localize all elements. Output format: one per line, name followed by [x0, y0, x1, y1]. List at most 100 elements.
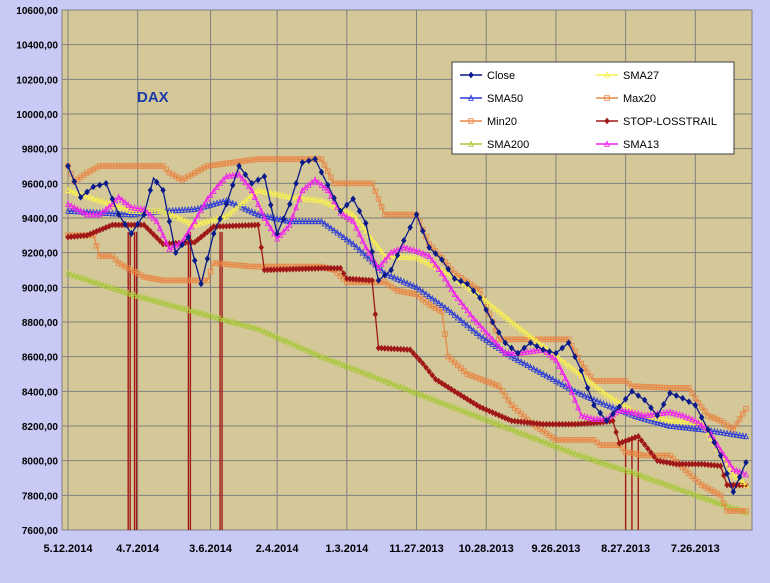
- y-tick-label: 8400,00: [22, 387, 59, 398]
- data-point: [514, 356, 521, 363]
- data-point: [622, 407, 629, 414]
- data-point: [419, 288, 426, 295]
- data-point: [401, 237, 407, 244]
- data-point: [277, 231, 284, 239]
- x-tick-label: 5.12.2014: [44, 543, 94, 555]
- data-point: [594, 457, 601, 464]
- data-point: [90, 194, 97, 202]
- data-point: [610, 394, 616, 402]
- data-point: [495, 420, 502, 428]
- data-point: [575, 437, 581, 443]
- data-point: [84, 275, 90, 283]
- data-point: [571, 387, 578, 395]
- data-point: [546, 348, 553, 355]
- data-point: [413, 353, 420, 361]
- data-point: [337, 360, 344, 367]
- x-axis: 5.12.2014 4.7.2014 3.6.2014 2.4.2014 1.3.201…: [44, 543, 720, 555]
- y-tick-label: 9600,00: [22, 179, 59, 190]
- data-point: [236, 262, 242, 269]
- data-point: [350, 365, 357, 372]
- data-point: [141, 211, 147, 218]
- data-point: [518, 411, 524, 417]
- data-point: [68, 171, 74, 177]
- data-point: [90, 210, 97, 218]
- data-point: [714, 498, 721, 506]
- data-point: [537, 340, 543, 347]
- data-point: [451, 403, 458, 411]
- data-point: [645, 452, 651, 459]
- data-point: [511, 354, 518, 362]
- data-point: [372, 373, 379, 380]
- data-point: [207, 216, 214, 224]
- data-point: [480, 414, 486, 422]
- data-point: [153, 297, 160, 304]
- data-point: [600, 442, 607, 448]
- data-point: [435, 377, 442, 385]
- data-point: [724, 508, 730, 514]
- data-point: [315, 351, 322, 358]
- data-point: [445, 280, 452, 287]
- data-point: [470, 411, 477, 418]
- data-point: [340, 361, 347, 368]
- data-point: [299, 217, 306, 225]
- data-point: [407, 386, 414, 394]
- data-point: [347, 363, 353, 371]
- data-point: [359, 249, 366, 256]
- data-point: [204, 163, 211, 169]
- data-point: [172, 277, 179, 284]
- legend-entry: SMA13: [596, 139, 659, 151]
- data-point: [172, 173, 179, 180]
- data-point: [299, 159, 306, 166]
- data-point: [122, 163, 128, 169]
- data-point: [188, 171, 195, 178]
- data-point: [740, 411, 746, 417]
- data-point: [679, 411, 686, 419]
- data-point: [321, 219, 328, 227]
- data-point: [331, 194, 337, 202]
- data-point: [201, 164, 207, 171]
- data-point: [660, 452, 667, 459]
- data-point: [347, 209, 353, 216]
- data-point: [455, 389, 461, 397]
- data-point: [632, 408, 639, 415]
- data-point: [153, 217, 160, 225]
- data-point: [476, 332, 483, 339]
- data-point: [603, 391, 610, 398]
- data-point: [220, 213, 227, 220]
- data-point: [597, 398, 604, 406]
- data-point: [242, 171, 249, 179]
- data-point: [252, 209, 258, 216]
- data-point: [660, 400, 667, 408]
- data-point: [686, 385, 692, 391]
- data-point: [122, 210, 128, 217]
- legend-label: Min20: [487, 116, 517, 128]
- series-sma200: [65, 269, 749, 516]
- data-point: [305, 347, 312, 354]
- data-point: [483, 378, 489, 385]
- data-point: [226, 317, 233, 324]
- data-point: [606, 392, 613, 400]
- data-point: [280, 215, 287, 223]
- data-point: [366, 180, 372, 187]
- data-point: [562, 437, 569, 443]
- data-point: [277, 334, 284, 342]
- data-point: [451, 290, 458, 297]
- data-point: [356, 246, 363, 253]
- data-point: [229, 171, 236, 179]
- data-point: [236, 162, 242, 170]
- data-point: [492, 342, 499, 349]
- data-point: [527, 363, 534, 370]
- data-point: [378, 260, 385, 268]
- data-point: [477, 376, 483, 382]
- data-point: [416, 248, 423, 255]
- data-point: [232, 319, 239, 326]
- data-point: [369, 235, 376, 243]
- data-point: [496, 329, 502, 336]
- data-point: [464, 306, 471, 314]
- data-point: [356, 230, 363, 238]
- data-point: [77, 193, 84, 201]
- legend-label: Max20: [623, 93, 656, 105]
- data-point: [664, 452, 670, 459]
- data-point: [213, 199, 220, 206]
- data-point: [318, 196, 325, 204]
